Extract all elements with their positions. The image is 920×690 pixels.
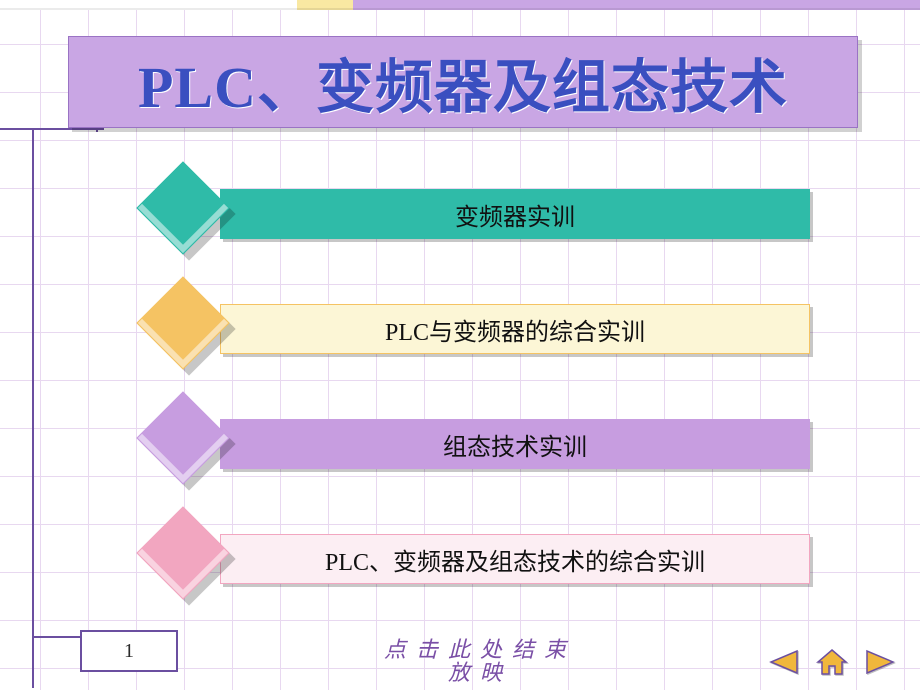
home-button[interactable] — [814, 648, 850, 676]
diamond-icon-4 — [136, 506, 229, 599]
accent-seg-1 — [0, 0, 297, 10]
home-icon — [816, 648, 848, 676]
diamond-4-wrap — [150, 520, 228, 598]
diamond-icon-3 — [136, 391, 229, 484]
diamond-1-wrap — [150, 175, 228, 253]
page-title: PLC、变频器及组态技术 — [138, 40, 788, 124]
vertical-guide — [32, 128, 34, 688]
accent-bar — [0, 0, 920, 18]
menu-bar-3[interactable]: 组态技术实训 — [220, 419, 810, 469]
diamond-3-wrap — [150, 405, 228, 483]
next-button[interactable] — [862, 648, 898, 676]
horizontal-guide-upper — [0, 128, 104, 130]
menu-label-1: 变频器实训 — [455, 197, 575, 232]
accent-seg-2 — [297, 0, 353, 10]
menu-label-3: 组态技术实训 — [443, 427, 587, 462]
end-slideshow-line2: 放映 — [448, 660, 512, 685]
nav-buttons — [766, 648, 898, 676]
end-slideshow-link[interactable]: 点击此处结束 放映 — [300, 638, 660, 684]
menu-bar-4[interactable]: PLC、变频器及组态技术的综合实训 — [220, 534, 810, 584]
prev-button[interactable] — [766, 648, 802, 676]
accent-seg-3 — [353, 0, 920, 10]
triangle-left-icon — [767, 649, 801, 675]
page-number: 1 — [124, 640, 134, 663]
diamond-icon-2 — [136, 276, 229, 369]
end-slideshow-line1: 点击此处结束 — [384, 637, 576, 662]
title-box: PLC、变频器及组态技术 — [68, 36, 858, 128]
triangle-right-icon — [863, 649, 897, 675]
menu-label-4: PLC、变频器及组态技术的综合实训 — [325, 542, 705, 577]
menu-label-2: PLC与变频器的综合实训 — [385, 312, 645, 347]
page-number-box: 1 — [80, 630, 178, 672]
menu-bar-1[interactable]: 变频器实训 — [220, 189, 810, 239]
horizontal-guide-lower — [32, 636, 82, 638]
diamond-2-wrap — [150, 290, 228, 368]
diamond-icon-1 — [136, 161, 229, 254]
menu-bar-2[interactable]: PLC与变频器的综合实训 — [220, 304, 810, 354]
